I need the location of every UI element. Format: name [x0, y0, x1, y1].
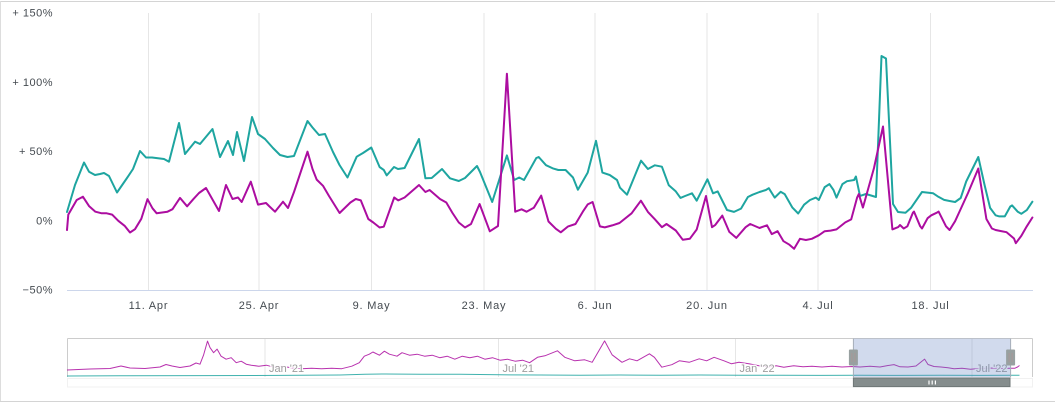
svg-text:6. Jun: 6. Jun — [578, 300, 613, 312]
svg-text:23. May: 23. May — [462, 300, 507, 312]
svg-text:−50%: −50% — [23, 285, 53, 297]
svg-text:Jan '22: Jan '22 — [740, 363, 775, 375]
svg-text:Jul '22: Jul '22 — [976, 363, 1007, 375]
svg-text:4. Jul: 4. Jul — [802, 300, 833, 312]
svg-text:20. Jun: 20. Jun — [686, 300, 728, 312]
svg-text:+ 50%: + 50% — [19, 146, 53, 158]
svg-text:11. Apr: 11. Apr — [129, 300, 169, 312]
svg-text:Jan '21: Jan '21 — [269, 363, 304, 375]
svg-text:Jul '21: Jul '21 — [503, 363, 534, 375]
svg-text:+ 100%: + 100% — [12, 77, 53, 89]
svg-text:18. Jul: 18. Jul — [911, 300, 949, 312]
svg-text:+ 150%: + 150% — [12, 8, 53, 20]
svg-text:9. May: 9. May — [353, 300, 391, 312]
svg-text:0%: 0% — [36, 215, 53, 227]
svg-text:25. Apr: 25. Apr — [239, 300, 279, 312]
